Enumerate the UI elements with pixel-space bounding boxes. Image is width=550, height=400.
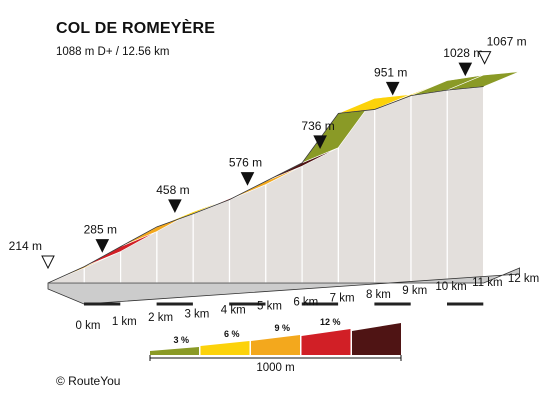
side-wall-km-11 <box>446 85 485 284</box>
distance-tick-label-4: 4 km <box>221 304 246 316</box>
side-wall-km-3 <box>156 212 194 284</box>
legend-label-1: 6 % <box>224 329 240 339</box>
elevation-label-4: 736 m <box>301 119 334 133</box>
legend-swatch-0 <box>150 347 199 355</box>
distance-tick-label-2: 2 km <box>148 312 173 324</box>
elevation-label-1: 285 m <box>84 223 117 237</box>
elevation-markers: 214 m 285 m 458 m 576 m 736 m 951 m 1028 m 1067… <box>9 35 527 270</box>
distance-tick-label-0: 0 km <box>76 320 101 332</box>
elevation-marker-6 <box>458 62 473 77</box>
elevation-marker-0 <box>41 255 55 270</box>
elevation-marker-2 <box>168 199 182 213</box>
legend-label-3: 12 % <box>320 317 341 327</box>
legend-swatch-3 <box>301 329 351 355</box>
elevation-label-3: 576 m <box>229 156 262 170</box>
profile-base <box>47 267 520 306</box>
side-wall-km-9 <box>374 94 412 284</box>
distance-tick-label-5: 5 km <box>257 301 282 313</box>
scale-bar-label: 1000 m <box>256 362 294 374</box>
elevation-marker-5 <box>385 81 400 96</box>
profile-side-walls <box>47 85 485 284</box>
copyright-credit: © RouteYou <box>56 374 121 388</box>
distance-tick-label-10: 10 km <box>435 281 466 293</box>
distance-tick-label-9: 9 km <box>402 285 427 297</box>
climb-stats: 1088 m D+ / 12.56 km <box>56 46 170 58</box>
distance-tick-label-11: 11 km <box>472 277 502 289</box>
elevation-marker-1 <box>95 239 110 253</box>
legend-swatch-4 <box>352 323 401 355</box>
side-wall-km-2 <box>119 225 158 284</box>
elevation-marker-3 <box>240 172 255 186</box>
side-wall-km-4 <box>192 198 231 284</box>
legend-label-0: 3 % <box>173 335 189 345</box>
distance-tick-label-1: 1 km <box>112 316 137 328</box>
distance-tick-label-7: 7 km <box>330 293 355 305</box>
elevation-label-0: 214 m <box>9 239 42 253</box>
distance-tick-label-8: 8 km <box>366 289 391 301</box>
elevation-label-6: 1028 m <box>443 46 483 60</box>
legend-swatch-2 <box>251 335 300 355</box>
distance-tick-label-12: 12 km <box>508 273 539 285</box>
legend-label-2: 9 % <box>274 323 290 333</box>
legend-swatch-1 <box>200 341 250 355</box>
distance-tick-label-3: 3 km <box>184 308 209 320</box>
elevation-label-5: 951 m <box>374 65 407 79</box>
side-wall-km-10 <box>410 89 448 284</box>
elevation-marker-4 <box>313 135 327 149</box>
elevation-marker-7 <box>477 51 492 65</box>
climb-title: COL DE ROMEYÈRE <box>56 20 216 37</box>
gradient-legend: 3 % 6 % 9 % 12 % 1000 m <box>149 317 402 374</box>
distance-tick-label-6: 6 km <box>293 297 318 309</box>
elevation-label-7: 1067 m <box>487 35 527 49</box>
base-slab <box>47 267 520 305</box>
distance-axis: 0 km 1 km 2 km 3 km 4 km 5 km 6 km 7 km 8 km 9 km… <box>76 273 540 332</box>
profile-outline <box>47 86 484 284</box>
elevation-label-2: 458 m <box>156 183 189 197</box>
